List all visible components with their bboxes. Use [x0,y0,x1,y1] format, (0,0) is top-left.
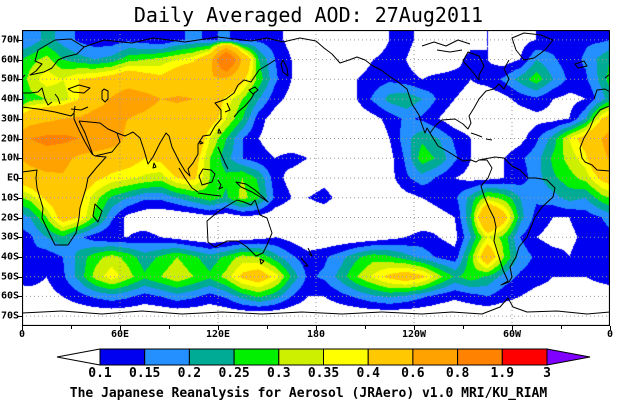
colorbar-tick-label: 0.3 [267,366,291,381]
colorbar-tick-label: 1.9 [490,366,515,381]
colorbar-segment [188,348,235,366]
lat-tick-mark [18,138,22,140]
lon-tick-label: 60W [502,329,522,340]
lat-tick-mark [18,276,22,278]
colorbar-segment [367,348,414,366]
colorbar-segment [233,348,280,366]
lon-tick-mark [218,326,219,330]
lat-tick-mark [18,99,22,101]
lat-tick-mark [18,59,22,61]
lat-tick-label: 20S [0,212,19,223]
colorbar-tick-label: 0.8 [445,366,470,381]
lat-tick-mark [18,118,22,120]
lat-tick-mark [18,79,22,81]
lon-tick-mark [610,326,611,330]
lon-tick-mark [267,326,268,329]
lat-tick-mark [18,39,22,41]
colorbar-tick-label: 0.6 [401,366,425,381]
colorbar-tick-label: 0.2 [177,366,202,381]
colorbar-tick-label: 0.15 [129,366,161,381]
lon-tick-mark [512,326,513,330]
lat-tick-label: 70S [0,310,19,322]
colorbar-segment [501,348,548,366]
lat-tick-label: 30N [0,113,19,125]
colorbar-tick-label: 0.4 [356,366,380,381]
lat-tick-label: EQ [6,172,19,184]
lat-tick-mark [18,256,22,258]
colorbar-tick-label: 0.35 [307,366,340,381]
lat-tick-label: 60N [0,54,19,66]
map-frame [22,30,610,326]
lat-tick-label: 40S [0,251,19,263]
lon-tick-label: 60E [110,329,130,340]
colorbar [56,348,591,366]
lon-tick-mark [316,326,317,330]
lat-tick-label: 10S [0,192,19,204]
lon-tick-mark [463,326,464,329]
colorbar-segment [278,348,324,366]
colorbar-arrow [546,348,591,366]
colorbar-segment [144,348,190,366]
lon-tick-mark [561,326,562,329]
lon-tick-mark [71,326,72,329]
lat-tick-mark [18,316,22,318]
colorbar-tick-label: 0.25 [218,366,250,381]
lon-tick-label: 0 [18,329,26,340]
coastlines [22,32,610,315]
colorbar-tick-label: 3 [543,366,551,381]
colorbar-segment [412,348,459,366]
lon-tick-label: 120E [205,329,231,340]
colorbar-segment [99,348,146,366]
lon-tick-mark [169,326,170,329]
lat-tick-label: 20N [0,133,19,144]
lon-tick-mark [22,326,23,330]
colorbar-tick-label: 0.1 [88,366,112,381]
lat-tick-mark [18,217,22,219]
lat-tick-mark [18,237,22,239]
figure-title: Daily Averaged AOD: 27Aug2011 [133,3,484,27]
lat-tick-label: 70N [0,34,19,46]
lat-tick-mark [18,296,22,298]
colorbar-labels: 0.1 0.15 0.2 0.25 0.3 0.35 0.4 0.6 0.8 1.9 3 [0,366,617,381]
lat-tick-label: 10N [0,152,19,164]
lon-tick-label: 0 [606,329,614,340]
grid-lines [22,30,610,326]
lon-tick-mark [365,326,366,329]
lat-tick-label: 30S [0,231,19,243]
colorbar-arrow [56,348,101,366]
lon-axis: 0 60E 120E 180 120W 60W 0 [18,328,614,342]
lat-tick-mark [18,197,22,199]
lat-tick-label: 50N [0,73,19,85]
colorbar-segment [323,348,369,366]
world-map [22,30,610,326]
lat-tick-label: 40N [0,93,19,105]
lon-tick-label: 120W [401,329,427,340]
figure-caption: The Japanese Reanalysis for Aerosol (JRA… [69,386,548,401]
lat-tick-label: 50S [0,271,19,283]
lat-tick-mark [18,158,22,160]
lon-tick-mark [120,326,121,330]
lon-tick-label: 180 [306,329,326,340]
lat-tick-mark [18,178,22,179]
lat-axis: 70N 60N 50N 40N 30N 20N 10N EQ 10S 20S 30S 40S 50S 60… [0,30,21,326]
colorbar-segment [457,348,503,366]
map-overlay [22,30,610,326]
lon-tick-mark [414,326,415,330]
lat-tick-label: 60S [0,290,19,302]
